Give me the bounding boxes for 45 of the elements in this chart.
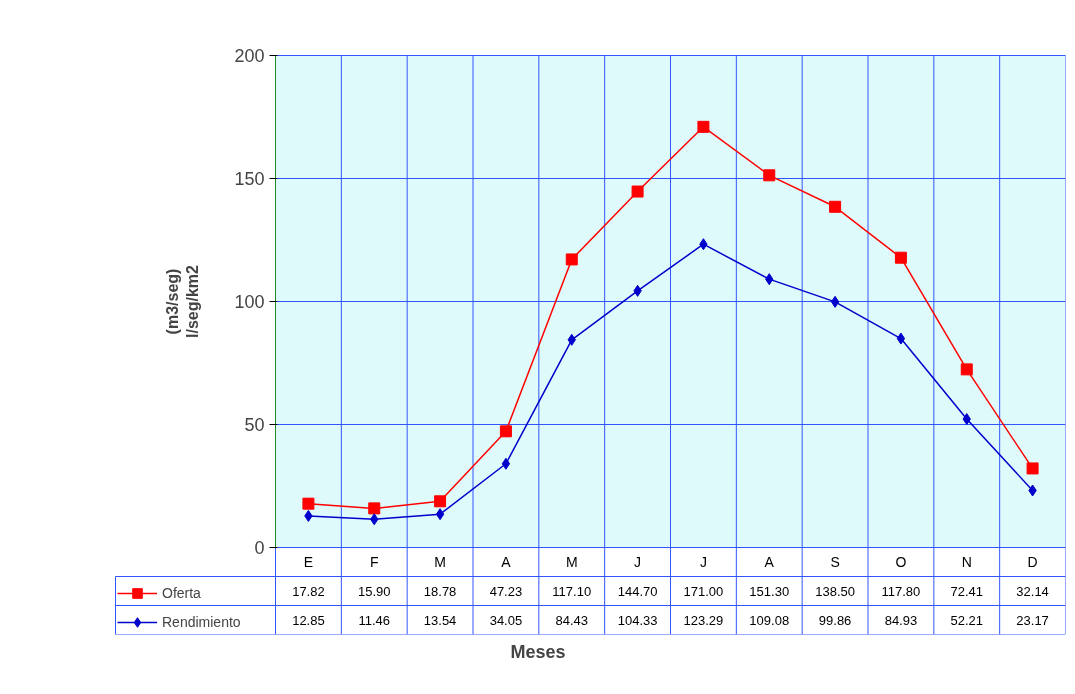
- data-label: 12.85: [292, 612, 325, 628]
- data-label: 123.29: [683, 612, 724, 628]
- data-label: 17.82: [292, 583, 325, 599]
- y-tick-label: 150: [234, 169, 265, 189]
- data-label: 138.50: [815, 583, 855, 599]
- data-label: 72.41: [950, 583, 984, 599]
- data-label: 47.23: [489, 583, 523, 599]
- x-tick-label: D: [1027, 554, 1038, 570]
- data-label: 84.93: [884, 612, 918, 628]
- data-label: 109.08: [749, 612, 790, 628]
- x-tick-label: S: [830, 554, 840, 570]
- x-tick-label: F: [369, 554, 379, 570]
- y-axis-title: (m3/seg) l/seg/km2: [164, 264, 202, 338]
- data-label: 104.33: [617, 612, 658, 628]
- legend-label: Oferta: [162, 584, 201, 603]
- data-label: 99.86: [818, 612, 852, 628]
- data-label: 32.14: [1016, 583, 1049, 599]
- x-tick-label: A: [501, 554, 512, 570]
- legend-label: Rendimiento: [162, 613, 241, 632]
- data-label: 144.70: [617, 583, 658, 599]
- x-tick-label: J: [634, 554, 642, 570]
- y-tick-label: 0: [254, 538, 265, 558]
- data-label: 117.10: [552, 583, 592, 599]
- x-tick-label: A: [764, 554, 775, 570]
- data-label: 151.30: [749, 583, 790, 599]
- data-label: 23.17: [1016, 612, 1049, 628]
- y-tick-label: 200: [234, 46, 265, 66]
- x-tick-label: E: [303, 554, 314, 570]
- data-label: 34.05: [489, 612, 523, 628]
- x-axis-title: Meses: [510, 641, 566, 662]
- data-label: 15.90: [357, 583, 391, 599]
- data-label: 171.00: [683, 583, 724, 599]
- data-label: 84.43: [555, 612, 589, 628]
- x-tick-label: M: [565, 554, 578, 570]
- y-tick-label: 50: [244, 415, 265, 435]
- y-tick-label: 100: [234, 292, 265, 312]
- x-tick-label: N: [961, 554, 972, 570]
- data-label: 18.78: [423, 583, 457, 599]
- data-label: 11.46: [358, 612, 391, 628]
- x-tick-label: M: [434, 554, 446, 570]
- x-tick-label: O: [895, 554, 907, 570]
- data-label: 13.54: [423, 612, 457, 628]
- data-label: 52.21: [950, 612, 984, 628]
- x-tick-label: J: [699, 554, 707, 570]
- data-label: 117.80: [881, 583, 921, 599]
